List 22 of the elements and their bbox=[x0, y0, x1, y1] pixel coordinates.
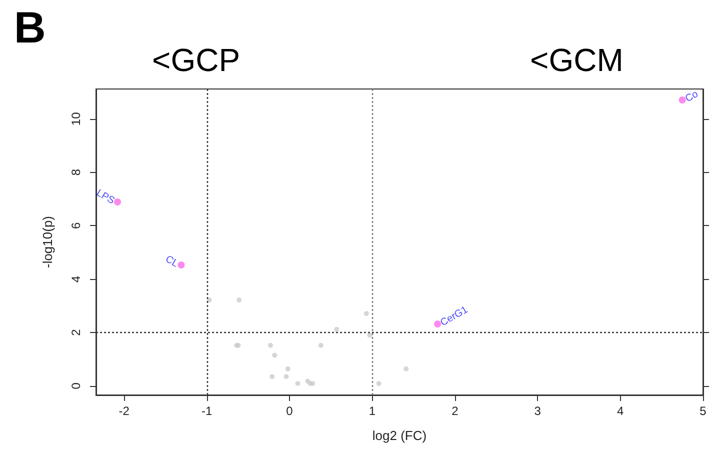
y-tick-label: 6 bbox=[69, 222, 83, 230]
x-tick-label: 4 bbox=[616, 404, 624, 418]
y-axis-title: -log10(p) bbox=[40, 216, 55, 268]
x-axis-title: log2 (FC) bbox=[372, 428, 427, 443]
x-tick-label: 0 bbox=[286, 404, 294, 418]
x-tick-label: 1 bbox=[368, 404, 376, 418]
y-tick-label: 8 bbox=[69, 168, 83, 176]
annotation: Co bbox=[684, 88, 701, 105]
annotation: CL bbox=[163, 254, 180, 270]
x-tick-label: 2 bbox=[452, 404, 459, 418]
text: <GCP bbox=[152, 42, 240, 78]
y-tick-label: 10 bbox=[69, 112, 83, 126]
x-tick-label: 3 bbox=[534, 404, 542, 418]
y-tick-label: 0 bbox=[69, 382, 83, 390]
x-tick-label: -1 bbox=[201, 404, 212, 418]
y-tick-label: 4 bbox=[69, 275, 83, 282]
text: B bbox=[14, 4, 46, 52]
annotation: LPS bbox=[94, 188, 117, 207]
x-tick-label: 5 bbox=[700, 404, 707, 418]
x-tick-label: -2 bbox=[118, 404, 130, 418]
y-tick-label: 2 bbox=[69, 328, 83, 336]
text: <GCM bbox=[530, 42, 624, 78]
